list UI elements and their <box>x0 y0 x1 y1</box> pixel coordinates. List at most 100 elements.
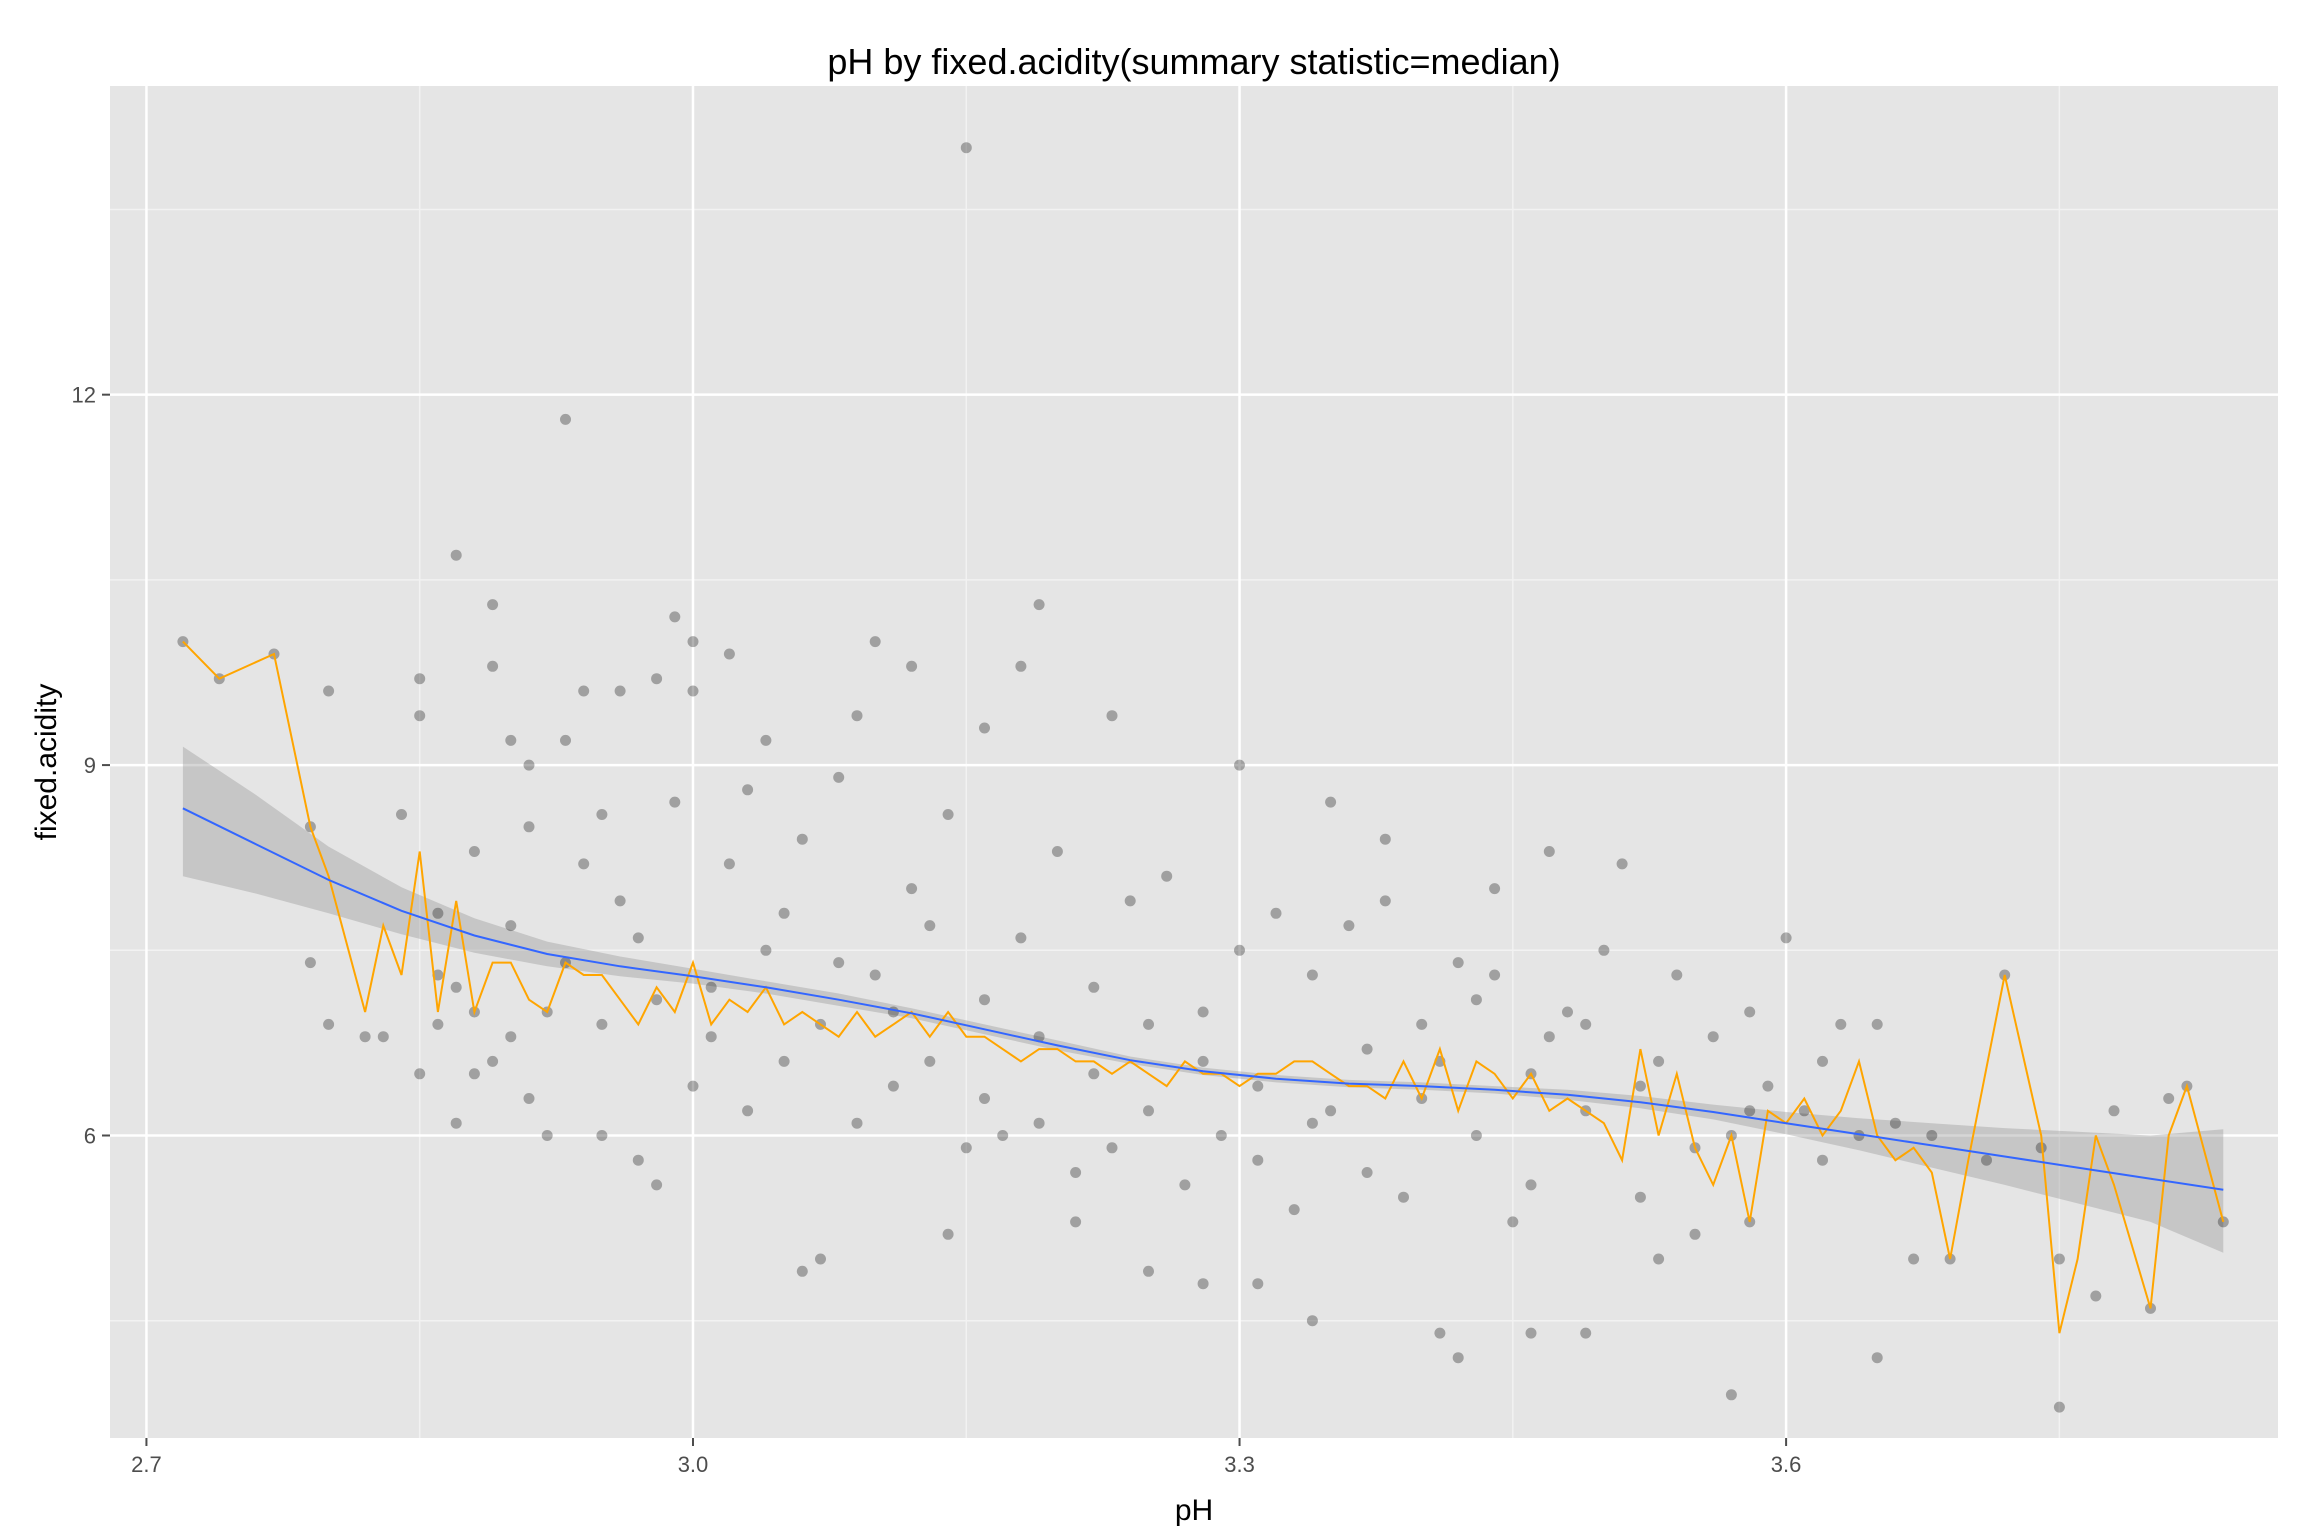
scatter-point <box>505 734 517 746</box>
scatter-point <box>541 1130 553 1141</box>
scatter-point <box>1707 1031 1719 1043</box>
scatter-point <box>1015 932 1027 944</box>
scatter-point <box>560 734 571 746</box>
scatter-point <box>505 1031 517 1043</box>
scatter-point <box>1015 660 1027 672</box>
scatter-point <box>396 809 407 820</box>
scatter-point <box>669 796 681 808</box>
scatter-point <box>414 1068 426 1080</box>
scatter-point <box>1798 1105 1810 1117</box>
scatter-point <box>1653 1253 1665 1265</box>
scatter-point <box>1215 1130 1227 1141</box>
scatter-point <box>323 685 335 697</box>
scatter-point <box>796 1265 808 1277</box>
median-line <box>182 640 2225 1334</box>
scatter-point <box>723 858 735 870</box>
scatter-point <box>705 1031 717 1043</box>
scatter-point <box>2163 1093 2175 1104</box>
scatter-point <box>1562 1006 1573 1018</box>
scatter-point <box>1379 833 1391 845</box>
scatter-point <box>1853 1130 1865 1141</box>
scatter-point <box>1106 1142 1118 1154</box>
scatter-point <box>1197 1055 1209 1067</box>
scatter-point <box>778 907 790 919</box>
scatter-point <box>450 981 462 993</box>
y-tick-label: 6 <box>84 1123 96 1148</box>
scatter-point <box>1434 1327 1446 1339</box>
scatter-point <box>1088 981 1100 993</box>
scatter-point <box>887 1080 899 1092</box>
scatter-point <box>487 599 499 611</box>
scatter-point <box>1051 846 1063 857</box>
axes: 2.7 3.0 3.3 3.6 6 9 12 <box>72 383 1802 1477</box>
scatter-point <box>487 1055 499 1067</box>
scatter-point <box>960 142 972 154</box>
scatter-point <box>1306 1117 1318 1129</box>
scatter-point <box>979 1093 990 1104</box>
scatter-point <box>1033 1031 1045 1043</box>
scatter-point <box>523 1093 535 1104</box>
scatter-point <box>1252 1080 1264 1092</box>
scatter-point <box>523 821 535 833</box>
scatter-point <box>1033 1117 1045 1129</box>
scatter-point <box>1379 895 1391 907</box>
median-line-layer <box>182 640 2225 1334</box>
x-tick-label: 3.0 <box>678 1452 709 1477</box>
scatter-point <box>942 809 954 820</box>
scatter-point <box>578 685 590 697</box>
scatter-point <box>596 809 608 820</box>
scatter-point <box>432 907 444 919</box>
scatter-point <box>1288 1204 1300 1216</box>
scatter-point <box>687 1080 699 1092</box>
scatter-point <box>1306 1315 1318 1327</box>
scatter-point <box>1033 599 1045 611</box>
x-tick-label: 2.7 <box>131 1452 162 1477</box>
scatter-point <box>1580 1018 1592 1030</box>
scatter-point <box>468 846 480 857</box>
scatter-points <box>177 142 2229 1413</box>
scatter-point <box>1416 1018 1428 1030</box>
scatter-point <box>432 969 444 981</box>
scatter-point <box>523 759 535 771</box>
scatter-point <box>1817 1055 1828 1067</box>
scatter-point <box>705 981 717 993</box>
scatter-point <box>1470 1130 1482 1141</box>
scatter-point <box>924 1055 936 1067</box>
scatter-point <box>651 1179 663 1191</box>
grid-lines <box>110 86 2278 1438</box>
scatter-point <box>2108 1105 2120 1117</box>
scatter-point <box>1762 1080 1774 1092</box>
scatter-point <box>833 957 845 969</box>
x-axis-title: pH <box>1175 1494 1213 1527</box>
scatter-point <box>1871 1352 1883 1364</box>
scatter-point <box>632 932 644 944</box>
scatter-point <box>414 710 426 722</box>
scatter-point <box>742 1105 754 1117</box>
scatter-point <box>1143 1265 1154 1277</box>
scatter-point <box>323 1018 335 1030</box>
scatter-point <box>1143 1105 1154 1117</box>
scatter-point <box>1234 759 1245 771</box>
scatter-point <box>1398 1191 1409 1203</box>
scatter-point <box>1926 1130 1938 1141</box>
scatter-point <box>505 920 517 932</box>
scatter-point <box>1780 932 1792 944</box>
scatter-point <box>1197 1006 1209 1018</box>
scatter-point <box>560 413 571 425</box>
scatter-point <box>359 1031 371 1043</box>
scatter-point <box>1161 870 1173 882</box>
scatter-point <box>723 648 735 660</box>
scatter-point <box>450 549 462 561</box>
scatter-point <box>651 673 663 685</box>
scatter-point <box>1817 1154 1828 1166</box>
scatter-point <box>1361 1043 1373 1055</box>
scatter-point <box>1124 895 1136 907</box>
scatter-point <box>651 994 663 1006</box>
scatter-point <box>979 722 990 734</box>
scatter-point <box>1470 994 1482 1006</box>
scatter-point <box>1725 1389 1737 1401</box>
x-tick-label: 3.6 <box>1771 1452 1802 1477</box>
scatter-point <box>1744 1006 1756 1018</box>
scatter-point <box>2053 1253 2065 1265</box>
scatter-point <box>869 636 881 648</box>
